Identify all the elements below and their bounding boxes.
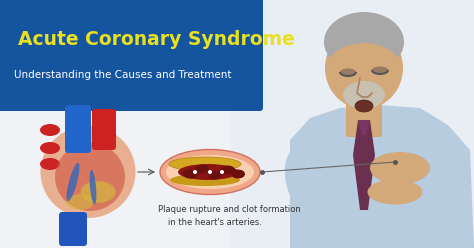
Polygon shape [353, 120, 375, 210]
Ellipse shape [324, 12, 404, 72]
FancyBboxPatch shape [65, 105, 91, 153]
Ellipse shape [40, 126, 136, 218]
Ellipse shape [221, 165, 235, 175]
Ellipse shape [40, 158, 60, 170]
Polygon shape [358, 120, 370, 135]
Ellipse shape [66, 194, 94, 210]
FancyBboxPatch shape [346, 98, 382, 137]
Ellipse shape [370, 152, 430, 184]
Polygon shape [290, 105, 474, 248]
Ellipse shape [160, 150, 260, 194]
FancyBboxPatch shape [59, 212, 87, 246]
Ellipse shape [170, 174, 240, 186]
Ellipse shape [220, 170, 224, 174]
FancyBboxPatch shape [92, 109, 116, 150]
Ellipse shape [367, 180, 422, 205]
Ellipse shape [40, 142, 60, 154]
Ellipse shape [208, 171, 222, 180]
Ellipse shape [208, 170, 212, 174]
Ellipse shape [40, 124, 60, 136]
Ellipse shape [372, 66, 388, 73]
Ellipse shape [90, 170, 96, 204]
FancyBboxPatch shape [0, 0, 263, 111]
Ellipse shape [285, 147, 335, 223]
Ellipse shape [66, 163, 80, 201]
Ellipse shape [355, 100, 373, 112]
Ellipse shape [193, 170, 197, 174]
Ellipse shape [327, 43, 401, 93]
Ellipse shape [183, 169, 197, 179]
Ellipse shape [169, 157, 241, 171]
Ellipse shape [231, 169, 245, 179]
Text: Plaque rupture and clot formation: Plaque rupture and clot formation [158, 205, 301, 214]
Text: in the heart's arteries.: in the heart's arteries. [168, 218, 262, 227]
Ellipse shape [195, 164, 209, 174]
Text: Acute Coronary Syndrome: Acute Coronary Syndrome [18, 30, 295, 49]
Ellipse shape [81, 181, 116, 203]
Ellipse shape [325, 27, 403, 109]
Text: Understanding the Causes and Treatment: Understanding the Causes and Treatment [14, 70, 231, 80]
Ellipse shape [340, 68, 356, 75]
Ellipse shape [55, 143, 125, 211]
Ellipse shape [343, 81, 385, 109]
Ellipse shape [178, 164, 238, 180]
Ellipse shape [166, 155, 254, 189]
FancyBboxPatch shape [230, 0, 474, 248]
